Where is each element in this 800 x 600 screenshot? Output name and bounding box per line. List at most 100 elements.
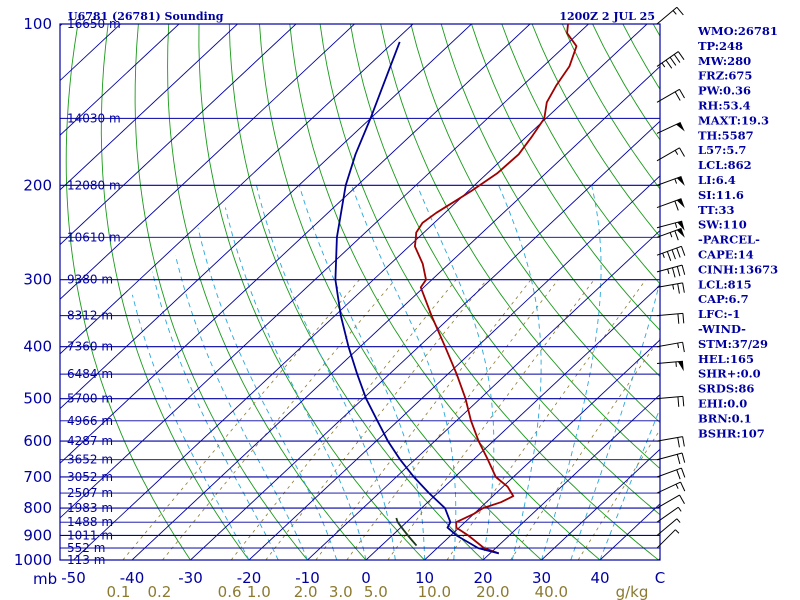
index-line: FRZ:675 (698, 69, 752, 83)
index-line: SW:110 (698, 218, 747, 232)
pressure-tick-label: 900 (23, 526, 52, 544)
pressure-axis-label: mb (33, 570, 57, 588)
dry-adiabat (134, 24, 309, 560)
height-label: 1011 m (67, 528, 113, 542)
height-label: 16650 m (67, 17, 121, 31)
mixing-ratio-label: 20.0 (476, 583, 509, 600)
mixing-ratio-label: 0.1 (107, 583, 131, 600)
isotherm (540, 448, 660, 560)
wind-barb (656, 395, 685, 407)
diagram-grid (0, 12, 661, 571)
wind-barb (656, 175, 685, 186)
temperature-tick-label: -10 (295, 569, 320, 587)
mixing-ratio-unit: g/kg (616, 583, 649, 600)
dry-adiabat (471, 24, 660, 331)
wind-barb (656, 147, 685, 162)
wind-barb (656, 264, 686, 278)
height-label: 4966 m (67, 414, 113, 428)
pressure-tick-label: 1000 (14, 551, 52, 569)
moist-adiabat (197, 227, 338, 560)
index-line: LI:6.4 (698, 173, 736, 187)
axis-labels: 16650 m 14030 m 12080 m 10610 m 9380 m 8312 m… (14, 15, 665, 600)
dry-adiabat (349, 24, 660, 516)
temperature-tick-label: -40 (120, 569, 145, 587)
mixing-ratio-label: 40.0 (535, 583, 568, 600)
index-line: EHI:0.0 (698, 397, 747, 411)
index-line: BSHR:107 (698, 426, 765, 440)
wind-barb (656, 121, 685, 134)
temperature-tick-label: -20 (237, 569, 262, 587)
index-line: -PARCEL- (698, 233, 760, 247)
index-line: CAP:6.7 (698, 292, 749, 306)
index-line: SI:11.6 (698, 188, 744, 202)
wind-barb (656, 282, 685, 294)
mixing-ratio-line (346, 279, 559, 560)
wind-barb (656, 529, 680, 549)
isotherm (60, 24, 297, 246)
profile-line (413, 23, 578, 555)
dry-adiabat (228, 24, 484, 560)
height-label: 3052 m (67, 470, 113, 484)
height-label: 9380 m (67, 273, 113, 287)
wind-barb (656, 481, 686, 494)
index-line: LCL:815 (698, 277, 752, 291)
temperature-tick-label: -30 (178, 569, 203, 587)
pressure-tick-label: 400 (23, 338, 52, 356)
station-title: U6781 (26781) Sounding (68, 10, 224, 23)
isotherm (60, 24, 473, 410)
pressure-tick-label: 100 (23, 15, 52, 33)
pressure-tick-label: 500 (23, 390, 52, 408)
isotherm (189, 120, 660, 560)
mixing-ratio-line (122, 279, 360, 560)
wind-barb (656, 245, 686, 262)
isotherm (60, 24, 414, 355)
height-label: 4287 m (67, 434, 113, 448)
moist-adiabat (298, 185, 425, 560)
height-label: 1488 m (67, 515, 113, 529)
index-line: PW:0.36 (698, 84, 751, 98)
index-line: -WIND- (698, 322, 746, 336)
plot-frame (59, 23, 661, 561)
height-label: 7360 m (67, 340, 113, 354)
mixing-ratio-label: 1.0 (247, 583, 271, 600)
isotherm (60, 24, 63, 27)
height-label: 2507 m (67, 486, 113, 500)
profile-line (334, 41, 500, 555)
pressure-tick-label: 200 (23, 176, 52, 194)
wind-barb (656, 341, 685, 353)
mixing-ratio-label: 0.2 (147, 583, 171, 600)
dry-adiabat (561, 24, 660, 190)
isotherm (60, 24, 180, 136)
dry-adiabat (380, 24, 660, 470)
mixing-ratio-line (387, 279, 595, 560)
index-line: WMO:26781 (697, 24, 778, 38)
isotherm (60, 24, 590, 519)
temperature-tick-label: 30 (532, 569, 551, 587)
moist-adiabat (570, 279, 660, 560)
height-label: 12080 m (67, 178, 121, 192)
isotherm (60, 24, 239, 191)
wind-barb (656, 452, 686, 465)
temperature-tick-label: -50 (61, 569, 86, 587)
dry-adiabat (501, 24, 660, 285)
isotherm (60, 24, 356, 300)
isotherm (0, 12, 16, 571)
wind-barb (656, 360, 684, 372)
pressure-tick-label: 600 (23, 432, 52, 450)
wind-barb (656, 51, 685, 69)
sounding-time: 1200Z 2 JUL 25 (559, 10, 655, 23)
height-label: 3652 m (67, 453, 113, 467)
index-line: SHR+:0.0 (698, 367, 761, 381)
dry-adiabat (167, 24, 367, 560)
mixing-ratio-line (510, 337, 660, 560)
index-line: L57:5.7 (698, 143, 746, 157)
temperature-tick-label: 10 (415, 569, 434, 587)
index-line: SRDS:86 (698, 382, 754, 396)
isotherm (131, 65, 660, 560)
index-line: TH:5587 (698, 128, 754, 142)
index-line: CINH:13673 (698, 262, 778, 276)
dry-adiabat (259, 24, 543, 560)
index-line: TP:248 (698, 39, 743, 53)
mixing-ratio-label: 3.0 (329, 583, 353, 600)
profile-line (395, 517, 418, 547)
